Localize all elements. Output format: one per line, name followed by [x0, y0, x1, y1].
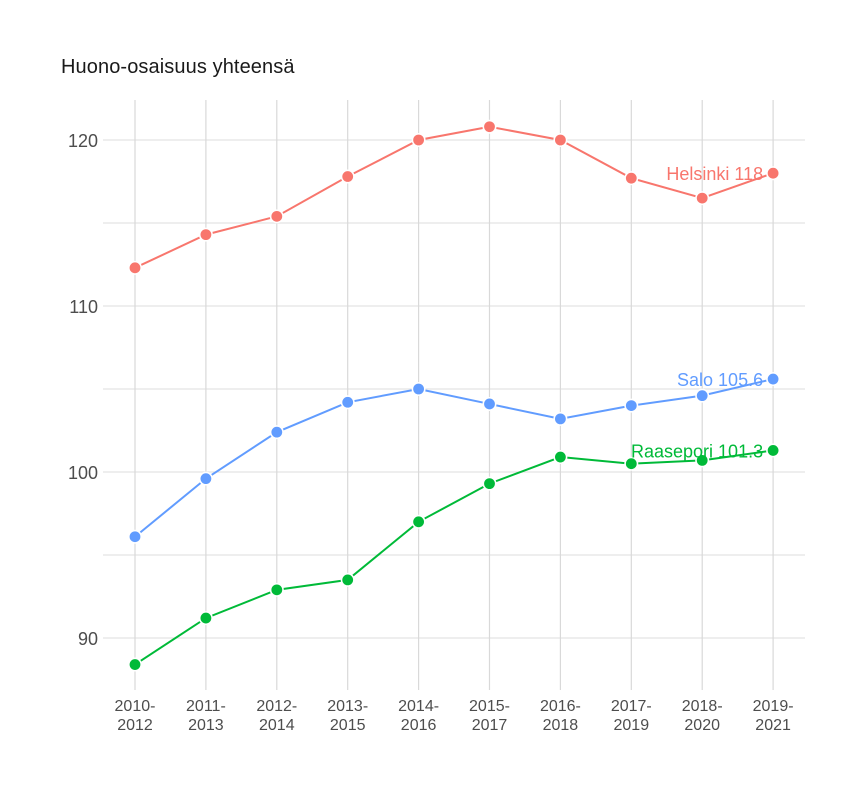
data-point[interactable]: [766, 166, 781, 181]
data-point[interactable]: [128, 260, 143, 275]
data-point[interactable]: [695, 388, 710, 403]
series-line: [134, 125, 774, 269]
x-tick-label: 2011-2013: [186, 698, 226, 734]
y-tick-label: 100: [68, 463, 98, 483]
grid-lines: [103, 100, 805, 690]
x-tick-label: 2010-2012: [115, 698, 156, 734]
data-point[interactable]: [553, 411, 568, 426]
data-point[interactable]: [269, 209, 284, 224]
series-end-label: Salo 105.6: [677, 370, 763, 390]
y-axis: 90 100 110 120: [68, 131, 98, 649]
y-tick-label: 110: [69, 297, 98, 317]
data-point[interactable]: [198, 227, 213, 242]
x-tick-label: 2019-2021: [753, 698, 794, 734]
data-point[interactable]: [340, 572, 355, 587]
data-point[interactable]: [128, 529, 143, 544]
data-point[interactable]: [411, 514, 426, 529]
data-point[interactable]: [482, 476, 497, 491]
series-group: Helsinki 118 Salo 105.6 Raasepori 101.3: [128, 119, 781, 672]
data-point[interactable]: [553, 133, 568, 148]
series-line: [134, 449, 774, 666]
x-tick-label: 2013-2015: [327, 698, 368, 734]
data-point[interactable]: [269, 425, 284, 440]
data-point[interactable]: [482, 119, 497, 134]
data-point[interactable]: [482, 396, 497, 411]
data-point[interactable]: [198, 471, 213, 486]
y-tick-label: 90: [78, 629, 98, 649]
x-axis: 2010-2012 2011-2013 2012-2014 2013-2015 2014…: [115, 698, 794, 734]
data-point[interactable]: [553, 450, 568, 465]
data-point[interactable]: [624, 456, 639, 471]
data-point[interactable]: [411, 133, 426, 148]
data-point[interactable]: [128, 657, 143, 672]
data-point[interactable]: [695, 191, 710, 206]
data-point[interactable]: [198, 611, 213, 626]
series-salo: Salo 105.6: [128, 370, 781, 544]
x-tick-label: 2018-2020: [682, 698, 723, 734]
chart-title: Huono-osaisuus yhteensä: [61, 56, 295, 78]
x-tick-label: 2014-2016: [398, 698, 439, 734]
x-tick-label: 2016-2018: [540, 698, 581, 734]
series-end-label: Helsinki 118: [666, 164, 763, 184]
x-tick-label: 2015-2017: [469, 698, 510, 734]
data-point[interactable]: [624, 171, 639, 186]
y-tick-label: 120: [68, 131, 98, 151]
data-point[interactable]: [411, 381, 426, 396]
data-point[interactable]: [766, 372, 781, 387]
x-tick-label: 2017-2019: [611, 698, 652, 734]
data-point[interactable]: [340, 395, 355, 410]
series-end-label: Raasepori 101.3: [631, 441, 763, 461]
series-line: [134, 378, 774, 538]
data-point[interactable]: [624, 398, 639, 413]
series-helsinki: Helsinki 118: [128, 119, 781, 275]
data-point[interactable]: [695, 453, 710, 468]
data-point[interactable]: [269, 582, 284, 597]
series-raasepori: Raasepori 101.3: [128, 441, 781, 672]
x-tick-label: 2012-2014: [256, 698, 297, 734]
data-point[interactable]: [340, 169, 355, 184]
data-point[interactable]: [766, 443, 781, 458]
